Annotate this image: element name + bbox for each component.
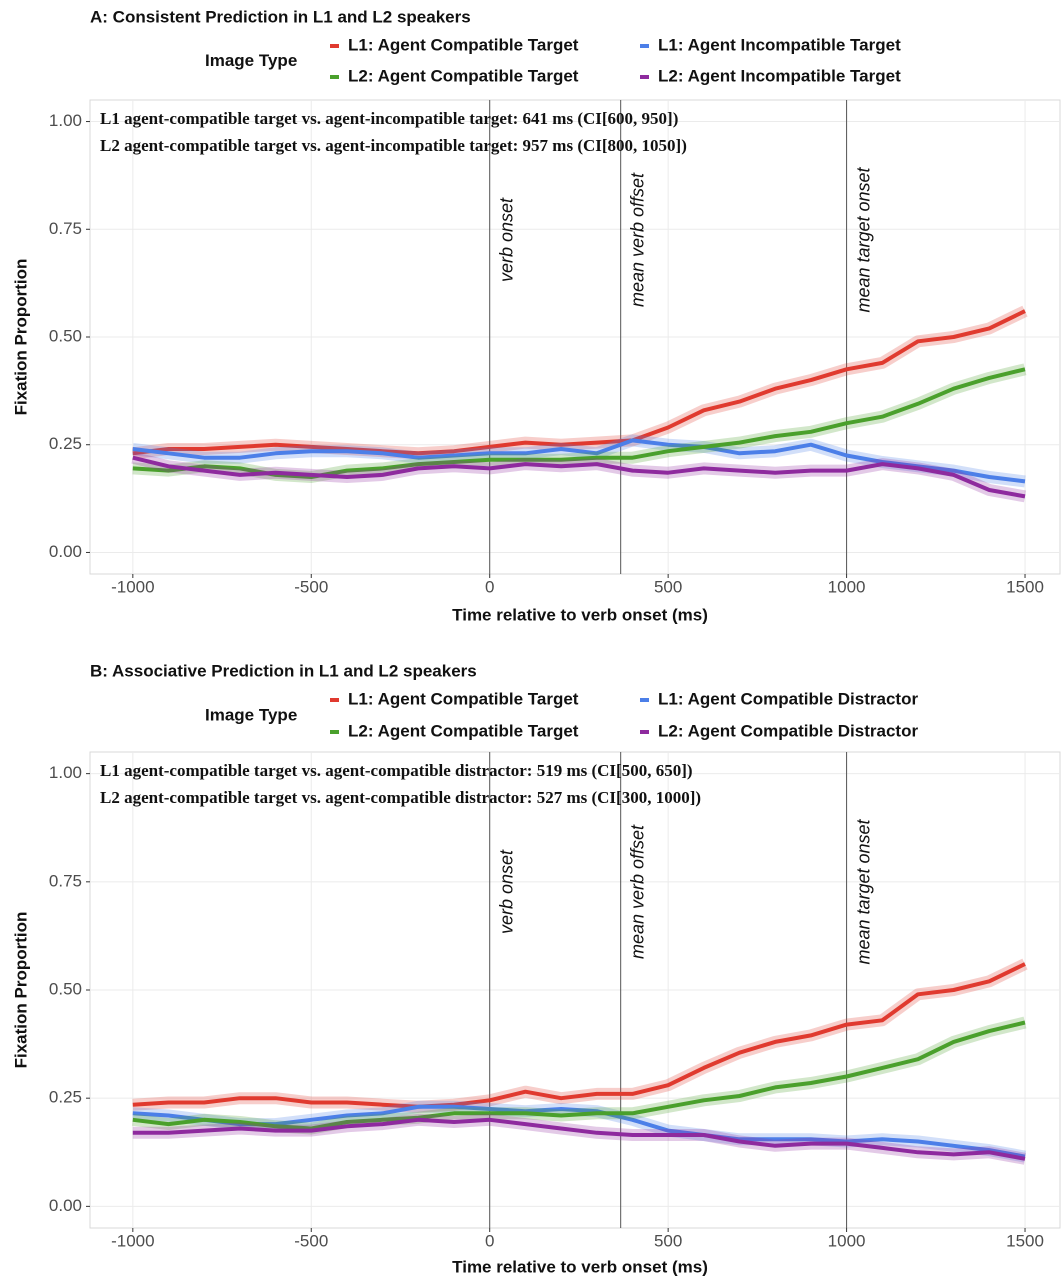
x-tick-label: 1500 <box>1006 1231 1044 1250</box>
reference-label: mean target onset <box>853 818 873 964</box>
reference-label: mean verb offset <box>627 824 647 959</box>
legend-label: L2: Agent Compatible Distractor <box>658 721 918 740</box>
reference-label: verb onset <box>496 197 516 282</box>
chart-title: B: Associative Prediction in L1 and L2 s… <box>90 661 477 680</box>
chart-title: A: Consistent Prediction in L1 and L2 sp… <box>90 7 471 26</box>
x-axis-label: Time relative to verb onset (ms) <box>452 605 708 624</box>
legend-title: Image Type <box>205 51 297 70</box>
y-axis-label: Fixation Proportion <box>11 259 30 416</box>
x-tick-label: -500 <box>294 1231 328 1250</box>
legend-label: L1: Agent Compatible Target <box>348 35 579 54</box>
legend-label: L1: Agent Compatible Target <box>348 689 579 708</box>
x-tick-label: -1000 <box>111 577 154 596</box>
series-line <box>132 1020 1026 1131</box>
y-tick-label: 0.25 <box>49 434 82 453</box>
reference-label: verb onset <box>496 849 516 934</box>
x-tick-label: -500 <box>294 577 328 596</box>
legend-label: L1: Agent Incompatible Target <box>658 35 901 54</box>
x-tick-label: 1500 <box>1006 577 1044 596</box>
y-tick-label: 0.00 <box>49 542 82 561</box>
y-tick-label: 1.00 <box>49 111 82 130</box>
legend-label: L2: Agent Compatible Target <box>348 66 579 85</box>
series-line <box>132 962 1026 1109</box>
annotation: L2 agent-compatible target vs. agent-com… <box>100 788 701 807</box>
y-axis-label: Fixation Proportion <box>11 912 30 1069</box>
x-axis-label: Time relative to verb onset (ms) <box>452 1257 708 1276</box>
annotation: L2 agent-compatible target vs. agent-inc… <box>100 136 687 155</box>
y-tick-label: 0.25 <box>49 1088 82 1107</box>
annotation: L1 agent-compatible target vs. agent-inc… <box>100 109 678 128</box>
y-tick-label: 0.75 <box>49 871 82 890</box>
series-line <box>132 1104 1026 1159</box>
series-line <box>132 367 1026 479</box>
x-tick-label: 500 <box>654 577 682 596</box>
series-line <box>132 309 1026 456</box>
annotation: L1 agent-compatible target vs. agent-com… <box>100 761 693 780</box>
series-line <box>132 455 1026 499</box>
legend-label: L2: Agent Compatible Target <box>348 721 579 740</box>
y-tick-label: 0.50 <box>49 326 82 345</box>
legend-label: L1: Agent Compatible Distractor <box>658 689 918 708</box>
x-tick-label: 500 <box>654 1231 682 1250</box>
y-tick-label: 0.00 <box>49 1196 82 1215</box>
x-tick-label: 0 <box>485 1231 494 1250</box>
x-tick-label: 0 <box>485 577 494 596</box>
reference-label: mean verb offset <box>627 172 647 307</box>
y-tick-label: 1.00 <box>49 763 82 782</box>
x-tick-label: 1000 <box>828 1231 866 1250</box>
series-line <box>132 438 1026 484</box>
legend-title: Image Type <box>205 705 297 724</box>
reference-label: mean target onset <box>853 166 873 312</box>
series-line <box>132 1117 1026 1161</box>
y-tick-label: 0.75 <box>49 219 82 238</box>
x-tick-label: 1000 <box>828 577 866 596</box>
y-tick-label: 0.50 <box>49 979 82 998</box>
x-tick-label: -1000 <box>111 1231 154 1250</box>
legend-label: L2: Agent Incompatible Target <box>658 66 901 85</box>
